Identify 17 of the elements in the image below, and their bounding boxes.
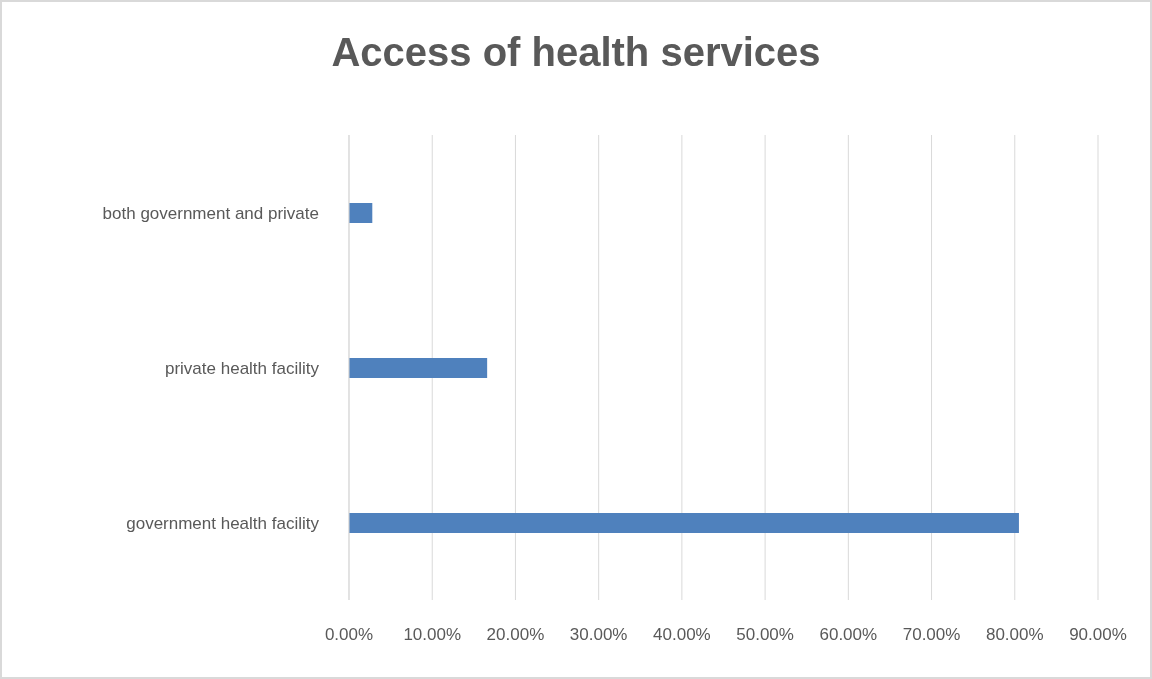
y-tick-label: private health facility	[164, 358, 320, 378]
chart-title: Access of health services	[330, 30, 822, 75]
x-tick-label: 70.00%	[902, 625, 961, 645]
x-tick-label: 40.00%	[653, 625, 711, 645]
bar	[349, 513, 1019, 533]
x-tick-label: 0.00%	[324, 625, 374, 645]
x-tick-label: 50.00%	[736, 625, 794, 645]
y-tick-label: government health facility	[126, 513, 320, 533]
x-tick-label: 60.00%	[819, 625, 878, 645]
x-tick-label: 80.00%	[985, 625, 1044, 645]
x-tick-label: 10.00%	[403, 625, 462, 645]
x-tick-label: 30.00%	[569, 625, 628, 645]
bar	[349, 203, 373, 223]
x-tick-label: 90.00%	[1069, 625, 1127, 645]
bar	[349, 358, 488, 378]
x-tick-label: 20.00%	[486, 625, 545, 645]
y-tick-label: both government and private	[102, 203, 319, 223]
